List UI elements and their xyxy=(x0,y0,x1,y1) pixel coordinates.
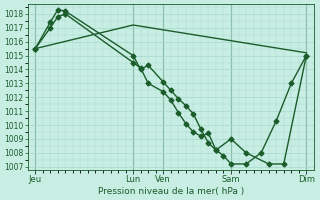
X-axis label: Pression niveau de la mer( hPa ): Pression niveau de la mer( hPa ) xyxy=(98,187,244,196)
